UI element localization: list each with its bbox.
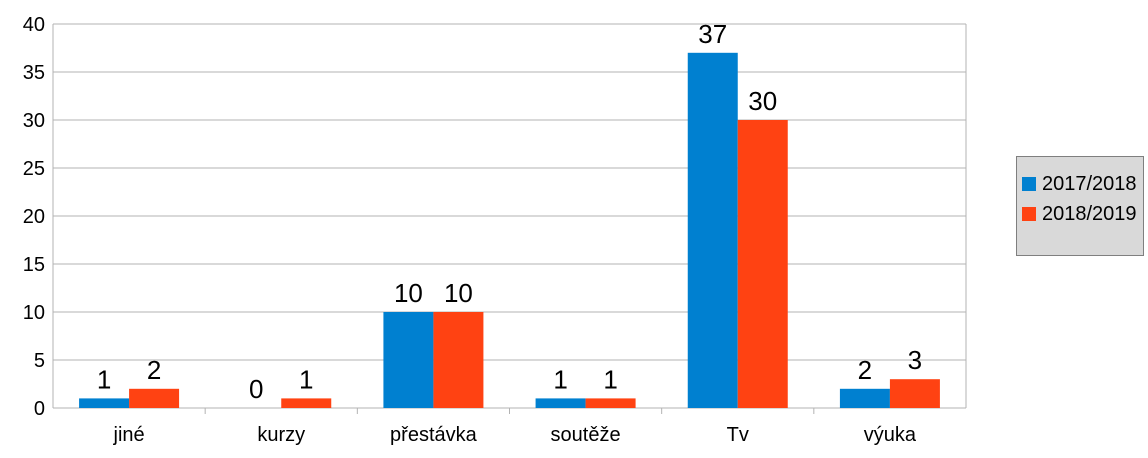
data-label-series-2-2: 1	[299, 364, 313, 394]
legend: 2017/2018 2018/2019	[1016, 156, 1144, 256]
bar-series-2-5	[737, 120, 788, 408]
y-tick-label-0: 0	[34, 398, 45, 420]
data-label-series-2-4: 1	[603, 364, 617, 394]
bar-series-2-3	[433, 312, 484, 408]
data-label-series-2-6: 3	[908, 345, 922, 375]
data-label-series-1-5: 37	[698, 19, 727, 49]
legend-label-series-1: 2017/2018	[1042, 172, 1137, 195]
legend-label-series-2: 2018/2019	[1042, 202, 1137, 225]
data-label-series-2-3: 10	[444, 278, 473, 308]
bar-series-1-1	[79, 398, 130, 408]
bar-series-2-2	[281, 398, 332, 408]
data-label-series-1-4: 1	[553, 364, 567, 394]
legend-swatch-series-1	[1022, 177, 1036, 191]
data-label-series-1-1: 1	[97, 364, 111, 394]
y-tick-label-5: 5	[34, 350, 45, 372]
bar-series-1-4	[535, 398, 586, 408]
bar-series-2-1	[129, 388, 180, 408]
x-tick-label-4: soutěže	[551, 424, 621, 446]
bar-series-2-6	[889, 379, 940, 408]
y-tick-label-30: 30	[23, 110, 45, 132]
y-tick-label-10: 10	[23, 302, 45, 324]
data-label-series-2-1: 2	[147, 355, 161, 385]
bar-series-1-6	[839, 388, 890, 408]
bar-series-1-3	[383, 312, 434, 408]
bar-series-1-5	[687, 52, 738, 409]
legend-entry-series-2: 2018/2019	[1022, 199, 1143, 229]
y-tick-label-40: 40	[23, 14, 45, 36]
y-tick-label-20: 20	[23, 206, 45, 228]
y-tick-label-25: 25	[23, 158, 45, 180]
y-tick-label-15: 15	[23, 254, 45, 276]
x-tick-label-5: Tv	[727, 424, 749, 446]
legend-swatch-series-2	[1022, 207, 1036, 221]
data-label-series-1-6: 2	[858, 355, 872, 385]
data-label-series-1-3: 10	[394, 278, 423, 308]
bar-series-2-4	[585, 398, 636, 408]
data-label-series-1-2: 0	[249, 374, 263, 404]
x-tick-label-3: přestávka	[390, 424, 478, 446]
x-tick-label-6: výuka	[864, 424, 917, 446]
x-tick-label-1: jiné	[113, 424, 145, 446]
data-label-series-2-5: 30	[748, 86, 777, 116]
legend-entry-series-1: 2017/2018	[1022, 169, 1143, 199]
x-tick-label-2: kurzy	[257, 424, 305, 446]
y-tick-label-35: 35	[23, 62, 45, 84]
